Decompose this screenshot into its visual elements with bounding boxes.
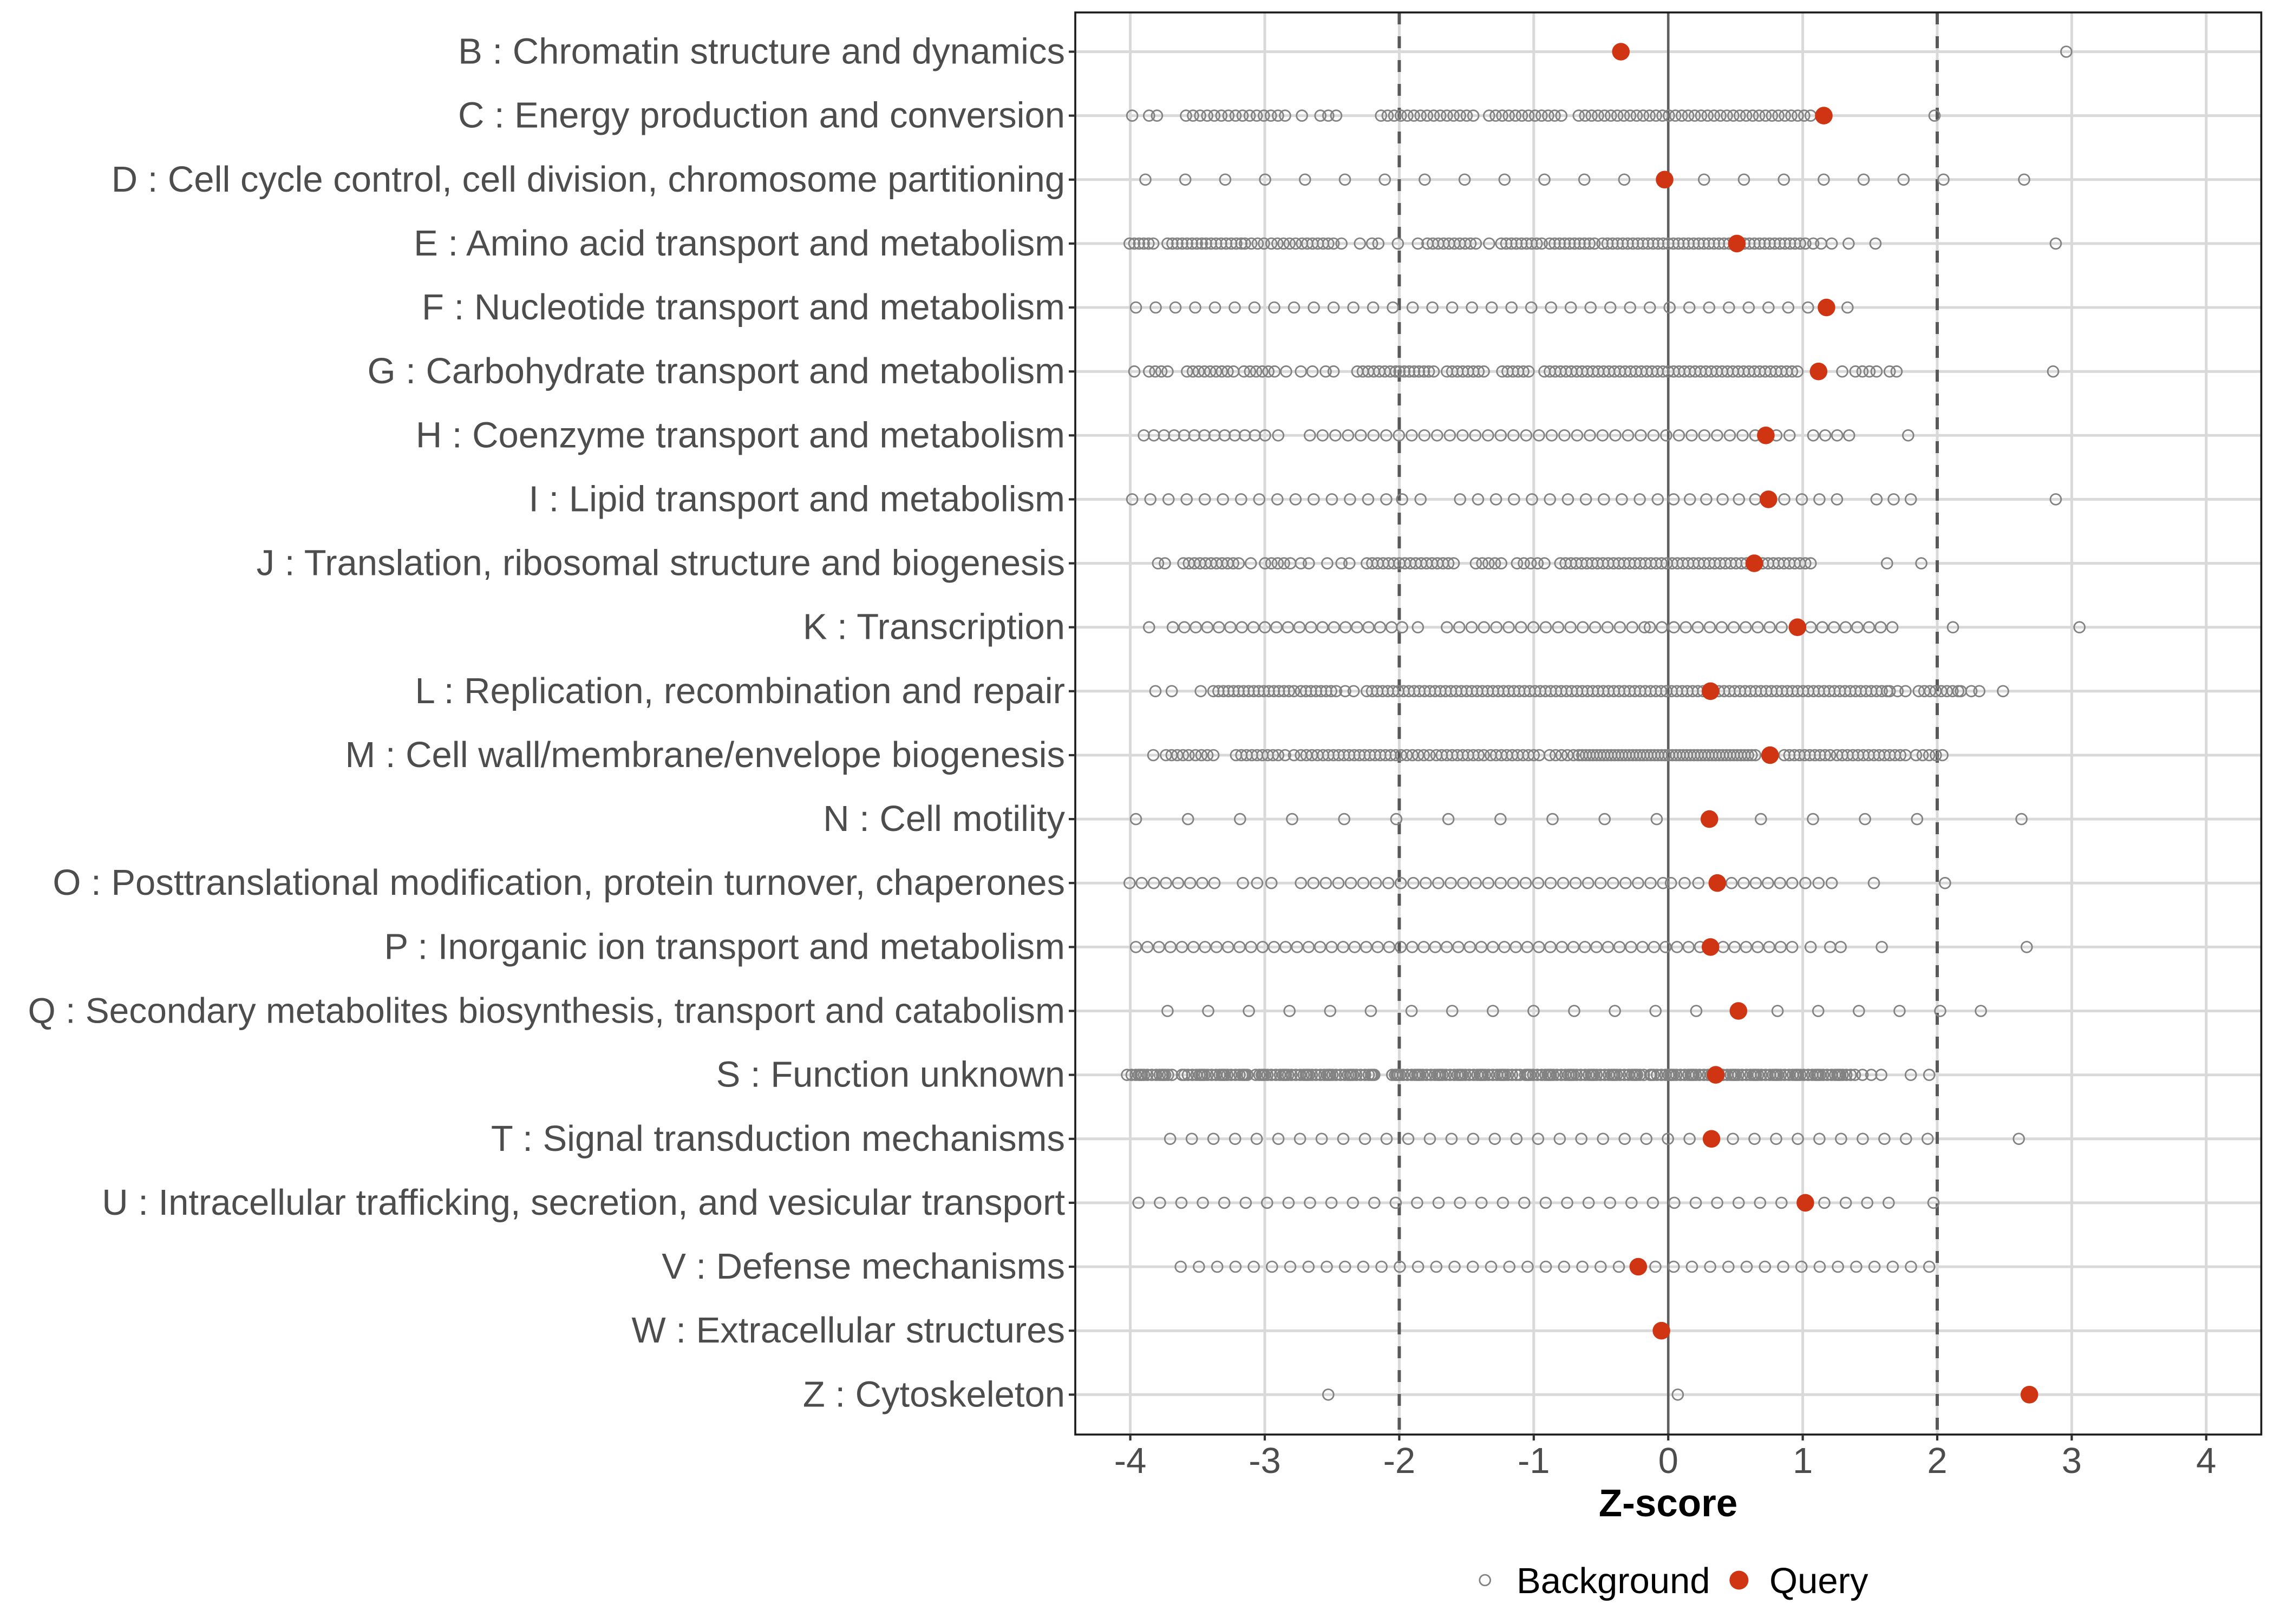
svg-text:G : Carbohydrate transport and: G : Carbohydrate transport and metabolis… xyxy=(367,351,1065,391)
svg-text:-1: -1 xyxy=(1518,1440,1550,1481)
svg-text:Q : Secondary metabolites bios: Q : Secondary metabolites biosynthesis, … xyxy=(28,991,1065,1031)
svg-text:B : Chromatin structure and dy: B : Chromatin structure and dynamics xyxy=(458,31,1065,72)
svg-text:V : Defense mechanisms: V : Defense mechanisms xyxy=(662,1246,1065,1287)
svg-text:0: 0 xyxy=(1658,1440,1678,1481)
svg-text:F : Nucleotide transport and m: F : Nucleotide transport and metabolism xyxy=(422,287,1065,328)
svg-text:P : Inorganic ion transport an: P : Inorganic ion transport and metaboli… xyxy=(384,926,1065,967)
svg-text:L : Replication, recombination: L : Replication, recombination and repai… xyxy=(415,671,1065,711)
svg-text:W : Extracellular structures: W : Extracellular structures xyxy=(632,1310,1065,1351)
svg-text:Z : Cytoskeleton: Z : Cytoskeleton xyxy=(803,1374,1065,1415)
svg-text:K : Transcription: K : Transcription xyxy=(803,607,1065,647)
svg-text:S : Function unknown: S : Function unknown xyxy=(716,1055,1065,1095)
svg-text:E : Amino acid transport and m: E : Amino acid transport and metabolism xyxy=(414,223,1065,264)
svg-text:T : Signal transduction mechan: T : Signal transduction mechanisms xyxy=(491,1118,1065,1159)
svg-text:3: 3 xyxy=(2062,1440,2082,1481)
svg-text:Query: Query xyxy=(1769,1561,1868,1601)
svg-text:N : Cell motility: N : Cell motility xyxy=(823,798,1065,839)
svg-text:Background: Background xyxy=(1517,1561,1710,1601)
svg-text:1: 1 xyxy=(1793,1440,1813,1481)
svg-text:4: 4 xyxy=(2196,1440,2216,1481)
svg-text:U : Intracellular trafficking,: U : Intracellular trafficking, secretion… xyxy=(102,1182,1065,1223)
svg-text:2: 2 xyxy=(1927,1440,1947,1481)
svg-text:-2: -2 xyxy=(1383,1440,1416,1481)
svg-text:J : Translation, ribosomal str: J : Translation, ribosomal structure and… xyxy=(257,543,1065,584)
svg-text:-4: -4 xyxy=(1114,1440,1147,1481)
svg-text:D : Cell cycle control, cell d: D : Cell cycle control, cell division, c… xyxy=(112,159,1065,200)
svg-text:C : Energy production and conv: C : Energy production and conversion xyxy=(458,95,1065,136)
svg-text:Z-score: Z-score xyxy=(1599,1482,1737,1525)
svg-text:O : Posttranslational modifica: O : Posttranslational modification, prot… xyxy=(53,862,1065,903)
svg-text:M : Cell wall/membrane/envelop: M : Cell wall/membrane/envelope biogenes… xyxy=(345,735,1066,775)
svg-text:-3: -3 xyxy=(1249,1440,1281,1481)
svg-text:H : Coenzyme transport and met: H : Coenzyme transport and metabolism xyxy=(416,415,1065,455)
svg-text:I : Lipid transport and metabo: I : Lipid transport and metabolism xyxy=(528,479,1065,519)
